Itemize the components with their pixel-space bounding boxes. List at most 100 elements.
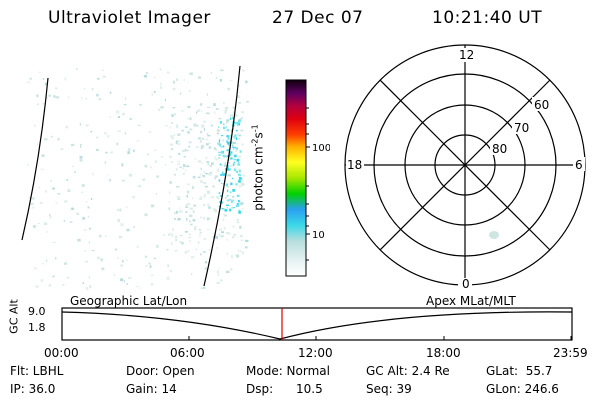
speckle [90,197,93,201]
limb-speckle [234,154,237,158]
speckle [81,184,85,187]
speckle [119,208,122,212]
speckle [85,261,89,263]
speckle [231,255,233,259]
speckle [79,143,82,145]
speckle [241,117,243,120]
speckle [202,137,204,140]
speckle [217,168,219,171]
speckle [96,136,98,139]
speckle [153,90,156,93]
speckle [214,111,216,114]
limb-speckle [226,140,229,143]
speckle [184,126,188,128]
speckle [42,263,44,265]
limb-speckle [218,139,221,143]
limb-speckle [221,201,223,204]
speckle [107,174,109,176]
speckle [67,189,71,192]
speckle [91,250,95,252]
speckle [52,275,55,278]
limb-speckle [236,129,238,132]
speckle [188,145,191,148]
speckle [209,164,212,168]
speckle [224,111,227,114]
speckle [186,194,188,198]
speckle [132,196,136,199]
speckle [124,132,126,135]
door-info: Door: Open [126,364,195,378]
speckle [184,251,188,254]
speckle [176,124,178,127]
speckle [231,207,233,209]
speckle [210,72,212,74]
speckle [224,109,228,111]
limb-speckle [229,154,232,156]
speckle [156,245,159,248]
speckle [203,204,206,206]
speckle [87,215,89,218]
limb-speckle [232,177,234,180]
time-tick-3: 18:00 [426,346,461,360]
speckle [192,175,196,179]
timeline-frame [61,307,573,341]
speckle [160,106,164,109]
speckle [200,216,202,219]
speckle [236,142,239,145]
speckle [197,176,201,178]
speckle [201,162,204,164]
speckle [80,145,82,148]
speckle [123,280,125,283]
speckle [238,102,241,104]
speckle [195,146,199,148]
speckle [125,97,127,101]
geographic-title: Geographic Lat/Lon [70,294,188,308]
speckle [208,249,211,251]
speckle [179,241,182,243]
speckle [84,88,86,90]
limb-speckle [227,167,230,171]
speckle [216,281,220,284]
speckle [175,239,177,241]
speckle [85,201,88,203]
speckle [148,262,151,265]
date-label: 27 Dec 07 [272,8,364,28]
speckle [183,173,185,175]
limb-speckle [236,158,240,162]
speckle [200,110,203,112]
limb-speckle [222,173,226,176]
speckle [44,82,48,86]
speckle [203,182,207,185]
speckle [240,111,245,114]
limb-speckle [235,147,238,150]
speckle [138,185,142,187]
speckle [84,250,87,252]
speckle [199,173,203,176]
speckle [210,196,214,199]
speckle [207,142,211,145]
limb-speckle [229,208,232,212]
speckle [197,137,202,140]
time-label: 10:21:40 UT [432,8,543,28]
limb-speckle [236,137,238,141]
speckle [31,197,35,200]
speckle [205,190,209,192]
speckle [206,161,210,163]
speckle [150,166,152,169]
speckle [66,179,69,181]
speckle [82,216,85,220]
speckle [194,226,197,229]
speckle [123,104,127,106]
speckle [71,207,74,210]
limb-speckle [227,136,230,140]
speckle [179,166,182,168]
speckle [202,175,205,177]
speckle [176,210,178,214]
speckle [91,88,94,91]
speckle [219,79,222,82]
speckle [121,163,124,167]
speckle [228,134,232,138]
speckle [232,106,236,109]
speckle [69,221,73,223]
lon-line-left [21,77,49,241]
